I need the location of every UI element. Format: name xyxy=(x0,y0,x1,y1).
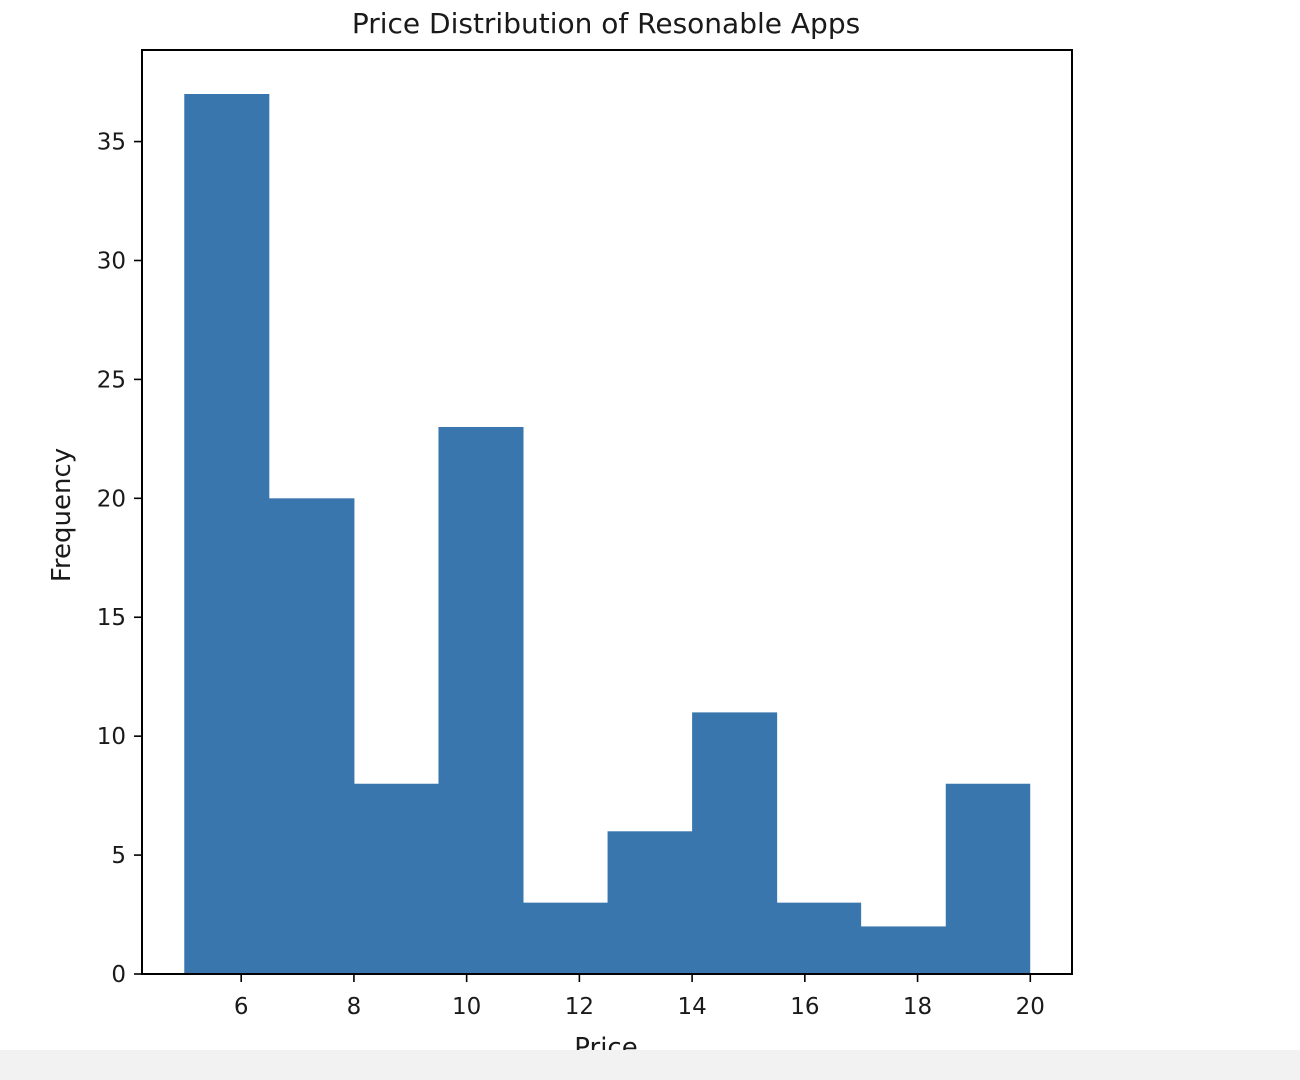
histogram-bar xyxy=(523,902,609,974)
histogram-bar xyxy=(776,902,862,974)
y-axis-label: Frequency xyxy=(47,448,77,582)
plot-frame xyxy=(141,49,1073,975)
y-tick-label: 10 xyxy=(97,724,126,750)
histogram-bar xyxy=(860,926,947,974)
chart-title: Price Distribution of Resonable Apps xyxy=(352,7,860,40)
x-tick-label: 16 xyxy=(790,994,819,1020)
y-tick-label: 35 xyxy=(97,130,126,156)
histogram-bar xyxy=(438,426,524,974)
y-tick-label: 30 xyxy=(97,248,126,274)
x-tick-label: 20 xyxy=(1016,994,1045,1020)
x-tick-label: 12 xyxy=(565,994,594,1020)
x-tick-label: 14 xyxy=(677,994,706,1020)
y-tick-label: 25 xyxy=(97,367,126,393)
histogram-bar xyxy=(353,783,439,974)
x-tick-label: 10 xyxy=(452,994,481,1020)
y-tick-label: 5 xyxy=(111,843,126,869)
y-tick-label: 20 xyxy=(97,486,126,512)
y-tick-label: 15 xyxy=(97,605,126,631)
histogram-bar xyxy=(184,94,270,974)
x-tick-label: 6 xyxy=(234,994,249,1020)
x-axis-label: Price xyxy=(574,1033,637,1050)
x-tick-label: 18 xyxy=(903,994,932,1020)
y-axis-ticks: 0 5 10 15 20 25 30 35 xyxy=(97,130,142,988)
bottom-strip xyxy=(0,1050,1300,1080)
bars-group xyxy=(184,94,1031,974)
histogram-bar xyxy=(268,498,355,974)
histogram-bar xyxy=(692,712,778,974)
y-tick-label: 0 xyxy=(111,962,126,988)
histogram-bar xyxy=(607,831,693,974)
x-axis-ticks: 6 8 10 12 14 16 18 20 xyxy=(234,974,1045,1020)
histogram-chart: Price Distribution of Resonable Apps 6 8 1… xyxy=(47,7,1073,1050)
x-tick-label: 8 xyxy=(347,994,362,1020)
histogram-bar xyxy=(945,783,1031,974)
